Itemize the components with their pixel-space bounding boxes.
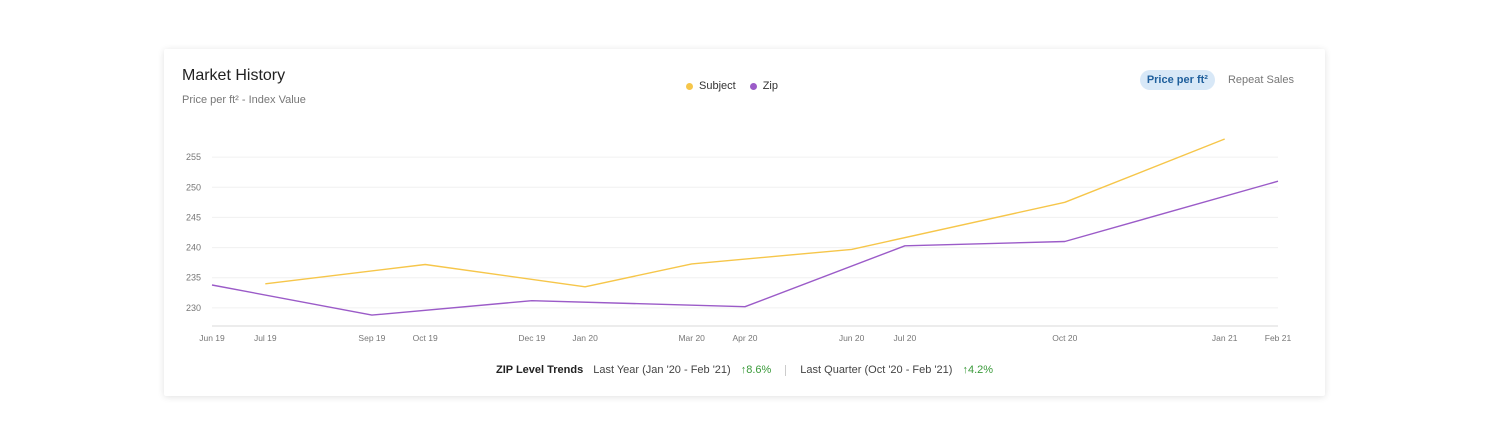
x-tick-label: Jun 19 [199,333,225,343]
market-history-chart: 230 235 240 245 250 255 Jun 19 Jul 19 Sep 19 Oct … [186,138,1292,343]
zip-trends-label: ZIP Level Trends [495,364,584,376]
series-line-subject [265,138,1225,288]
x-tick-label: Jun 20 [839,333,865,343]
x-tick-label: Dec 19 [518,333,545,343]
last-year-label: Last Year (Jan '20 - Feb '21) [593,364,731,376]
market-history-card: Market History Price per ft² - Index Val… [164,49,1325,396]
x-tick-label: Mar 20 [678,333,705,343]
footer-divider [785,364,787,376]
y-tick-label: 255 [186,152,201,162]
x-tick-label: Jan 21 [1212,333,1238,343]
y-tick-label: 235 [186,273,201,283]
x-tick-label: Oct 19 [413,333,438,343]
repeat-sales-button[interactable]: Repeat Sales [1221,70,1301,90]
legend-label-subject: Subject [699,80,736,92]
x-tick-label: Oct 20 [1052,333,1077,343]
chart-legend: Subject Zip [686,80,778,92]
zip-trends-footer: ZIP Level Trends Last Year (Jan '20 - Fe… [164,364,1325,376]
y-tick-label: 245 [186,212,201,222]
y-tick-label: 230 [186,303,201,313]
metric-toggle: Price per ft² Repeat Sales [1139,70,1301,90]
series-line-zip [211,180,1279,316]
last-quarter-label: Last Quarter (Oct '20 - Feb '21) [800,364,953,376]
up-arrow-icon: ↑ [740,364,747,376]
up-arrow-icon: ↑ [962,364,968,376]
price-per-sqft-button[interactable]: Price per ft² [1139,70,1215,90]
x-tick-label: Sep 19 [358,333,385,343]
chart-subtitle: Price per ft² - Index Value [182,94,306,106]
last-quarter-change: ↑4.2% [962,364,993,376]
chart-title: Market History [182,67,286,84]
legend-item-subject[interactable]: Subject [686,80,736,92]
x-tick-label: Jul 20 [894,333,917,343]
last-year-change-value: 8.6% [746,364,772,376]
y-tick-label: 240 [186,243,201,253]
x-tick-label: Jul 19 [254,333,277,343]
last-quarter-change-value: 4.2% [967,364,994,376]
last-year-change: ↑8.6% [741,364,772,376]
legend-item-zip[interactable]: Zip [749,80,778,92]
y-tick-label: 250 [186,182,201,192]
legend-dot-zip [749,82,757,90]
x-tick-label: Jan 20 [572,333,598,343]
x-tick-label: Apr 20 [732,333,757,343]
legend-label-zip: Zip [762,80,778,92]
legend-dot-subject [686,82,693,90]
x-tick-label: Feb 21 [1265,333,1292,343]
